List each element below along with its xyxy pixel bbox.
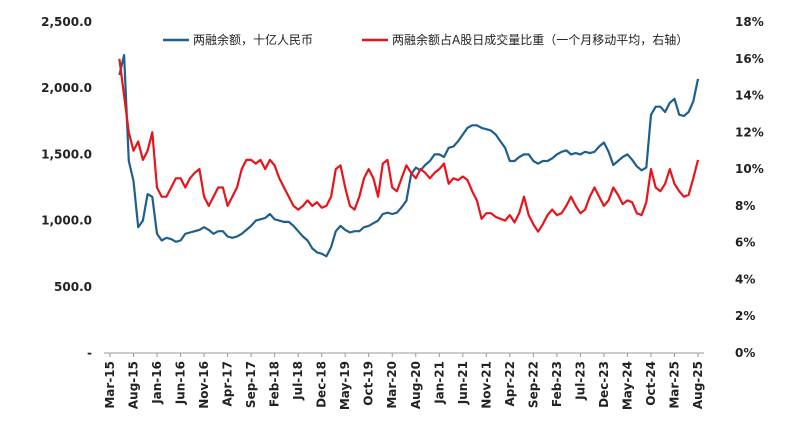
x-tick-label: Mar-25 bbox=[667, 361, 681, 409]
series-line bbox=[118, 58, 700, 233]
x-tick-label: Jul-18 bbox=[291, 361, 305, 401]
y2-tick-label: 8% bbox=[735, 199, 755, 213]
x-tick-label: Dec-18 bbox=[315, 361, 329, 408]
legend-label: 两融余额占A股日成交量比重（一个月移动平均，右轴） bbox=[392, 32, 688, 47]
x-tick-label: Aug-15 bbox=[127, 361, 141, 409]
x-tick-label: Sep-22 bbox=[526, 361, 540, 408]
y-tick-label: - bbox=[87, 346, 92, 360]
legend-label: 两融余额，十亿人民币 bbox=[193, 32, 313, 47]
x-tick-label: Jan-16 bbox=[150, 361, 164, 405]
x-tick-label: Jun-21 bbox=[456, 361, 470, 405]
y-tick-label: 1,500.0 bbox=[41, 147, 92, 161]
x-tick-label: Apr-17 bbox=[221, 361, 235, 406]
y2-tick-label: 12% bbox=[735, 125, 764, 139]
x-tick-label: Oct-24 bbox=[644, 361, 658, 406]
y2-tick-label: 10% bbox=[735, 162, 764, 176]
y-tick-label: 500.0 bbox=[54, 280, 92, 294]
x-tick-label: Feb-18 bbox=[268, 361, 282, 407]
y2-tick-label: 18% bbox=[735, 15, 764, 29]
x-tick-label: Jun-16 bbox=[174, 361, 188, 405]
x-tick-label: May-24 bbox=[620, 361, 634, 410]
y2-tick-label: 4% bbox=[735, 272, 755, 286]
x-tick-label: Oct-19 bbox=[362, 361, 376, 406]
y2-tick-label: 6% bbox=[735, 236, 755, 250]
y2-tick-label: 16% bbox=[735, 52, 764, 66]
x-tick-label: Mar-20 bbox=[385, 361, 399, 409]
x-tick-label: Mar-15 bbox=[103, 361, 117, 409]
y2-tick-label: 2% bbox=[735, 309, 755, 323]
x-tick-label: May-19 bbox=[338, 361, 352, 410]
y2-tick-label: 14% bbox=[735, 89, 764, 103]
series-line bbox=[118, 54, 700, 258]
x-tick-label: Sep-17 bbox=[244, 361, 258, 408]
x-tick-label: Apr-22 bbox=[503, 361, 517, 406]
x-tick-label: Jul-23 bbox=[573, 361, 587, 401]
x-tick-label: Aug-25 bbox=[691, 361, 705, 409]
x-tick-label: Dec-23 bbox=[597, 361, 611, 408]
x-tick-label: Jan-21 bbox=[432, 361, 446, 405]
x-tick-label: Nov-21 bbox=[479, 361, 493, 409]
y-tick-label: 2,500.0 bbox=[41, 15, 92, 29]
x-tick-label: Feb-23 bbox=[550, 361, 564, 407]
y-tick-label: 2,000.0 bbox=[41, 81, 92, 95]
y-tick-label: 1,000.0 bbox=[41, 214, 92, 228]
x-tick-label: Nov-16 bbox=[197, 361, 211, 409]
y2-tick-label: 0% bbox=[735, 346, 755, 360]
x-tick-label: Aug-20 bbox=[409, 361, 423, 409]
